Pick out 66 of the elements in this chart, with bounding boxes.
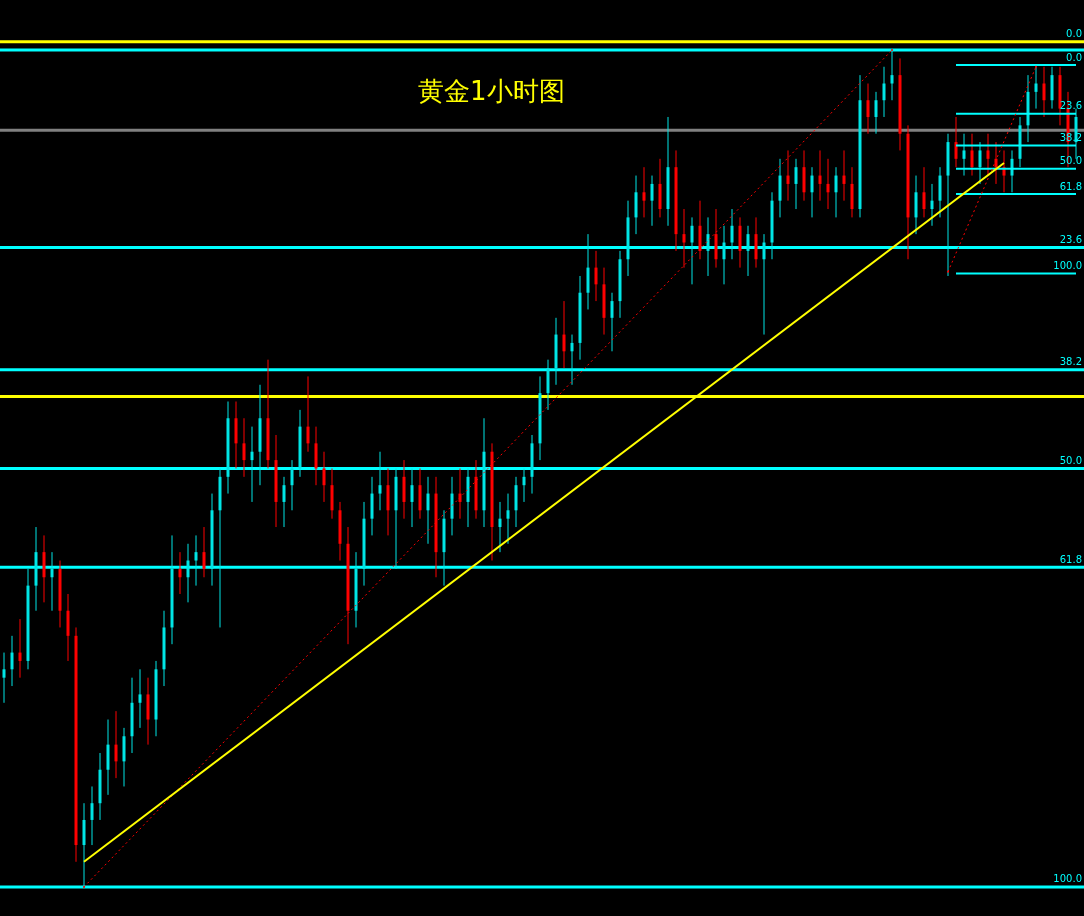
candlestick	[194, 534, 198, 587]
annotation: 38.2	[1059, 356, 1082, 368]
candlestick	[178, 551, 182, 595]
candlestick	[978, 141, 982, 185]
candlestick	[138, 668, 142, 729]
candlestick	[818, 149, 822, 202]
candlestick	[410, 467, 414, 528]
candlestick	[290, 459, 294, 511]
candlestick	[874, 91, 878, 135]
candlestick	[250, 426, 254, 503]
candlestick	[730, 208, 734, 260]
candlestick	[722, 225, 726, 285]
candlestick	[786, 149, 790, 202]
annotation: 23.6	[1059, 234, 1082, 246]
candlestick	[378, 451, 382, 511]
candlestick	[306, 375, 310, 453]
candlestick	[962, 133, 966, 177]
candlestick	[954, 116, 958, 168]
candlestick	[522, 467, 526, 503]
candlestick	[322, 451, 326, 503]
annotation: 0.0	[1066, 51, 1082, 63]
candlestick	[650, 175, 654, 227]
candlestick	[690, 216, 694, 285]
candlestick	[506, 493, 510, 545]
candlestick	[426, 476, 430, 545]
candlestick	[610, 292, 614, 352]
candlestick	[1042, 66, 1046, 118]
candlestick	[706, 216, 710, 277]
candlestick	[746, 225, 750, 277]
candlestick	[866, 83, 870, 135]
annotation: 100.0	[1053, 260, 1082, 272]
text: 黄金1小时图	[418, 75, 565, 108]
candlestick	[922, 166, 926, 218]
candlestick	[570, 334, 574, 386]
candlestick	[18, 618, 22, 679]
candlestick	[114, 710, 118, 779]
candlestick	[242, 417, 246, 478]
annotation: 50.0	[1059, 455, 1082, 467]
candlestick	[594, 250, 598, 302]
candlestick	[642, 166, 646, 218]
candlestick	[930, 183, 934, 227]
annotation: 61.8	[1059, 553, 1082, 565]
candlestick	[50, 551, 54, 612]
candlestick	[762, 233, 766, 336]
candlestick	[186, 543, 190, 603]
candlestick	[562, 300, 566, 369]
candlestick	[826, 158, 830, 210]
candlestick	[10, 635, 14, 687]
candlestick	[202, 526, 206, 578]
candlestick	[986, 133, 990, 177]
candlestick	[834, 166, 838, 218]
candlestick	[794, 158, 798, 210]
annotation: 50.0	[1059, 155, 1082, 167]
candlestick	[970, 133, 974, 177]
candlestick	[90, 785, 94, 846]
candlestick	[842, 149, 846, 202]
annotation: 0.0	[1066, 28, 1082, 40]
candlestick	[682, 208, 686, 269]
annotation: 100.0	[1053, 873, 1082, 885]
annotation: 61.8	[1059, 180, 1082, 192]
candlestick	[882, 66, 886, 118]
candlestick	[810, 166, 814, 218]
candlestick	[282, 476, 286, 528]
candlestick	[1010, 149, 1014, 193]
candlestick	[498, 501, 502, 553]
candlestick	[2, 652, 6, 704]
